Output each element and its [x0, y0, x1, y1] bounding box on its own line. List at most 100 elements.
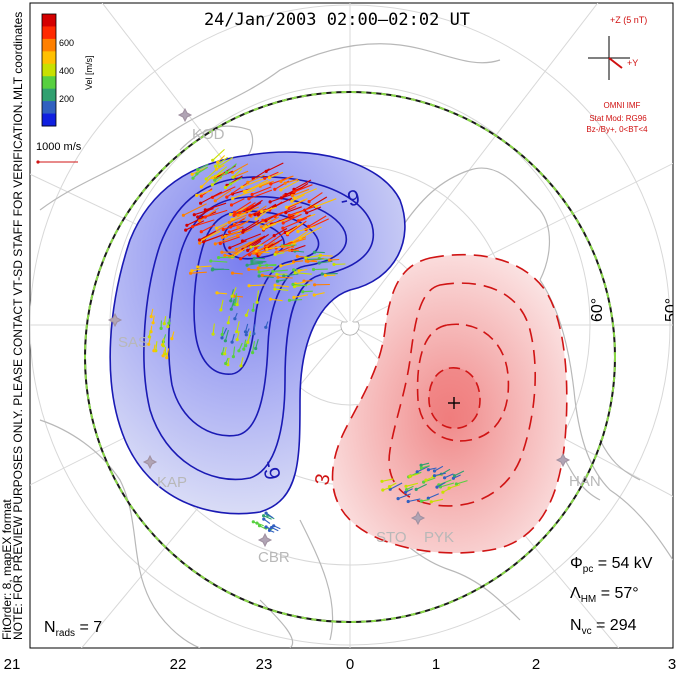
velocity-vector-origin [242, 190, 246, 194]
velocity-vector-origin [239, 364, 243, 368]
velocity-vector [298, 214, 311, 222]
velocity-vector [237, 219, 251, 228]
velocity-vector [229, 240, 247, 249]
station-label-pyk: PYK [424, 529, 454, 546]
velocity-vector-origin [281, 221, 285, 225]
velocity-vector-origin [267, 528, 272, 533]
velocity-vector-origin [192, 213, 196, 217]
velocity-vector-origin [197, 238, 202, 242]
velocity-vector-origin [270, 525, 274, 530]
velocity-vector-origin [292, 260, 296, 264]
velocity-vector [306, 260, 318, 263]
velocity-vector-origin [268, 297, 272, 301]
velocity-vector [197, 265, 212, 268]
velocity-vector [291, 194, 305, 202]
velocity-vector-origin [244, 313, 248, 317]
velocity-vector [191, 268, 202, 272]
velocity-vector-origin [283, 230, 287, 235]
velocity-vector-origin [199, 185, 203, 189]
station-label-cbr: CBR [258, 549, 290, 566]
station-marker-kap [142, 454, 158, 470]
velocity-vector [196, 189, 213, 196]
velocity-vector-origin [147, 335, 151, 339]
velocity-vector-origin [265, 263, 269, 267]
velocity-vector [215, 156, 228, 167]
velocity-vector-origin [257, 274, 261, 278]
velocity-vector-origin [247, 197, 251, 201]
velocity-vector-origin [381, 488, 385, 492]
velocity-vector-origin [275, 279, 280, 283]
velocity-vector [192, 219, 215, 228]
velocity-vector [242, 235, 266, 250]
velocity-vector [253, 250, 264, 254]
velocity-vector-origin [419, 463, 423, 467]
velocity-vector [247, 174, 265, 183]
velocity-vector [265, 239, 283, 250]
velocity-vector-origin [441, 490, 445, 494]
velocity-vector [253, 241, 276, 254]
velocity-vector [232, 168, 243, 178]
velocity-vector-origin [264, 169, 268, 173]
velocity-vector-origin [231, 355, 235, 359]
velocity-vector-origin [260, 273, 264, 277]
velocity-vector-origin [287, 298, 291, 302]
dawn-cell [331, 253, 568, 554]
velocity-vector-origin [228, 212, 232, 217]
velocity-vector-origin [279, 179, 283, 184]
velocity-vector-origin [263, 176, 267, 180]
velocity-vector-origin [219, 308, 223, 312]
velocity-vector [299, 226, 322, 239]
velocity-vector-origin [282, 274, 286, 278]
coords-label: MLT coordinates [11, 12, 25, 100]
velocity-vector-origin [312, 250, 317, 254]
velocity-vector-origin [161, 354, 165, 358]
velocity-vector-origin [332, 262, 336, 266]
velocity-vector [265, 162, 284, 172]
velocity-vector [256, 290, 259, 303]
velocity-vector-origin [291, 282, 295, 286]
velocity-vector-origin [292, 295, 296, 299]
velocity-vector-origin [298, 236, 302, 240]
velocity-vector-origin [258, 263, 262, 268]
velocity-vector [234, 201, 252, 213]
velocity-vector [229, 226, 244, 233]
velocity-vector-origin [227, 220, 231, 224]
velocity-vector [454, 470, 465, 477]
velocity-vector [295, 281, 306, 285]
velocity-vector-origin [236, 213, 240, 217]
velocity-vector-origin [163, 352, 167, 356]
velocity-vector [440, 482, 455, 488]
velocity-vector [314, 292, 325, 296]
velocity-vector-origin [235, 338, 239, 342]
velocity-vector-origin [213, 178, 217, 182]
velocity-vector-origin [236, 225, 240, 229]
velocity-vector-origin [275, 250, 279, 254]
velocity-vector-origin [231, 175, 235, 179]
velocity-vector [255, 339, 259, 349]
velocity-vector [286, 198, 308, 208]
velocity-vector [276, 249, 290, 253]
velocity-vector [329, 258, 340, 261]
velocity-vector [230, 218, 245, 228]
velocity-vector [237, 206, 260, 216]
velocity-vector-origin [229, 299, 233, 303]
velocity-vector [231, 209, 253, 220]
imf-z-label: +Z (5 nT) [610, 15, 647, 25]
velocity-vector [431, 498, 444, 503]
hm-boundary-dash [84, 91, 616, 623]
station-label-sas: SAS [118, 334, 148, 351]
velocity-vector [229, 244, 249, 258]
velocity-vector-origin [313, 283, 317, 287]
lat-label-60: 60° [589, 298, 606, 322]
velocity-vector-origin [301, 290, 305, 294]
velocity-vector [249, 236, 262, 244]
velocity-vector-origin [165, 356, 169, 360]
velocity-vector-origin [408, 474, 412, 478]
velocity-vector [291, 244, 306, 251]
velocity-vector-origin [191, 225, 195, 229]
lat-label-50: 50° [663, 298, 680, 322]
imf-clock: +Z (5 nT) +Y OMNI IMF Stat Mod: RG96 Bz-… [586, 15, 648, 134]
cbar-swatch [42, 88, 56, 102]
velocity-vector-origin [232, 210, 237, 214]
velocity-vector [265, 218, 289, 228]
